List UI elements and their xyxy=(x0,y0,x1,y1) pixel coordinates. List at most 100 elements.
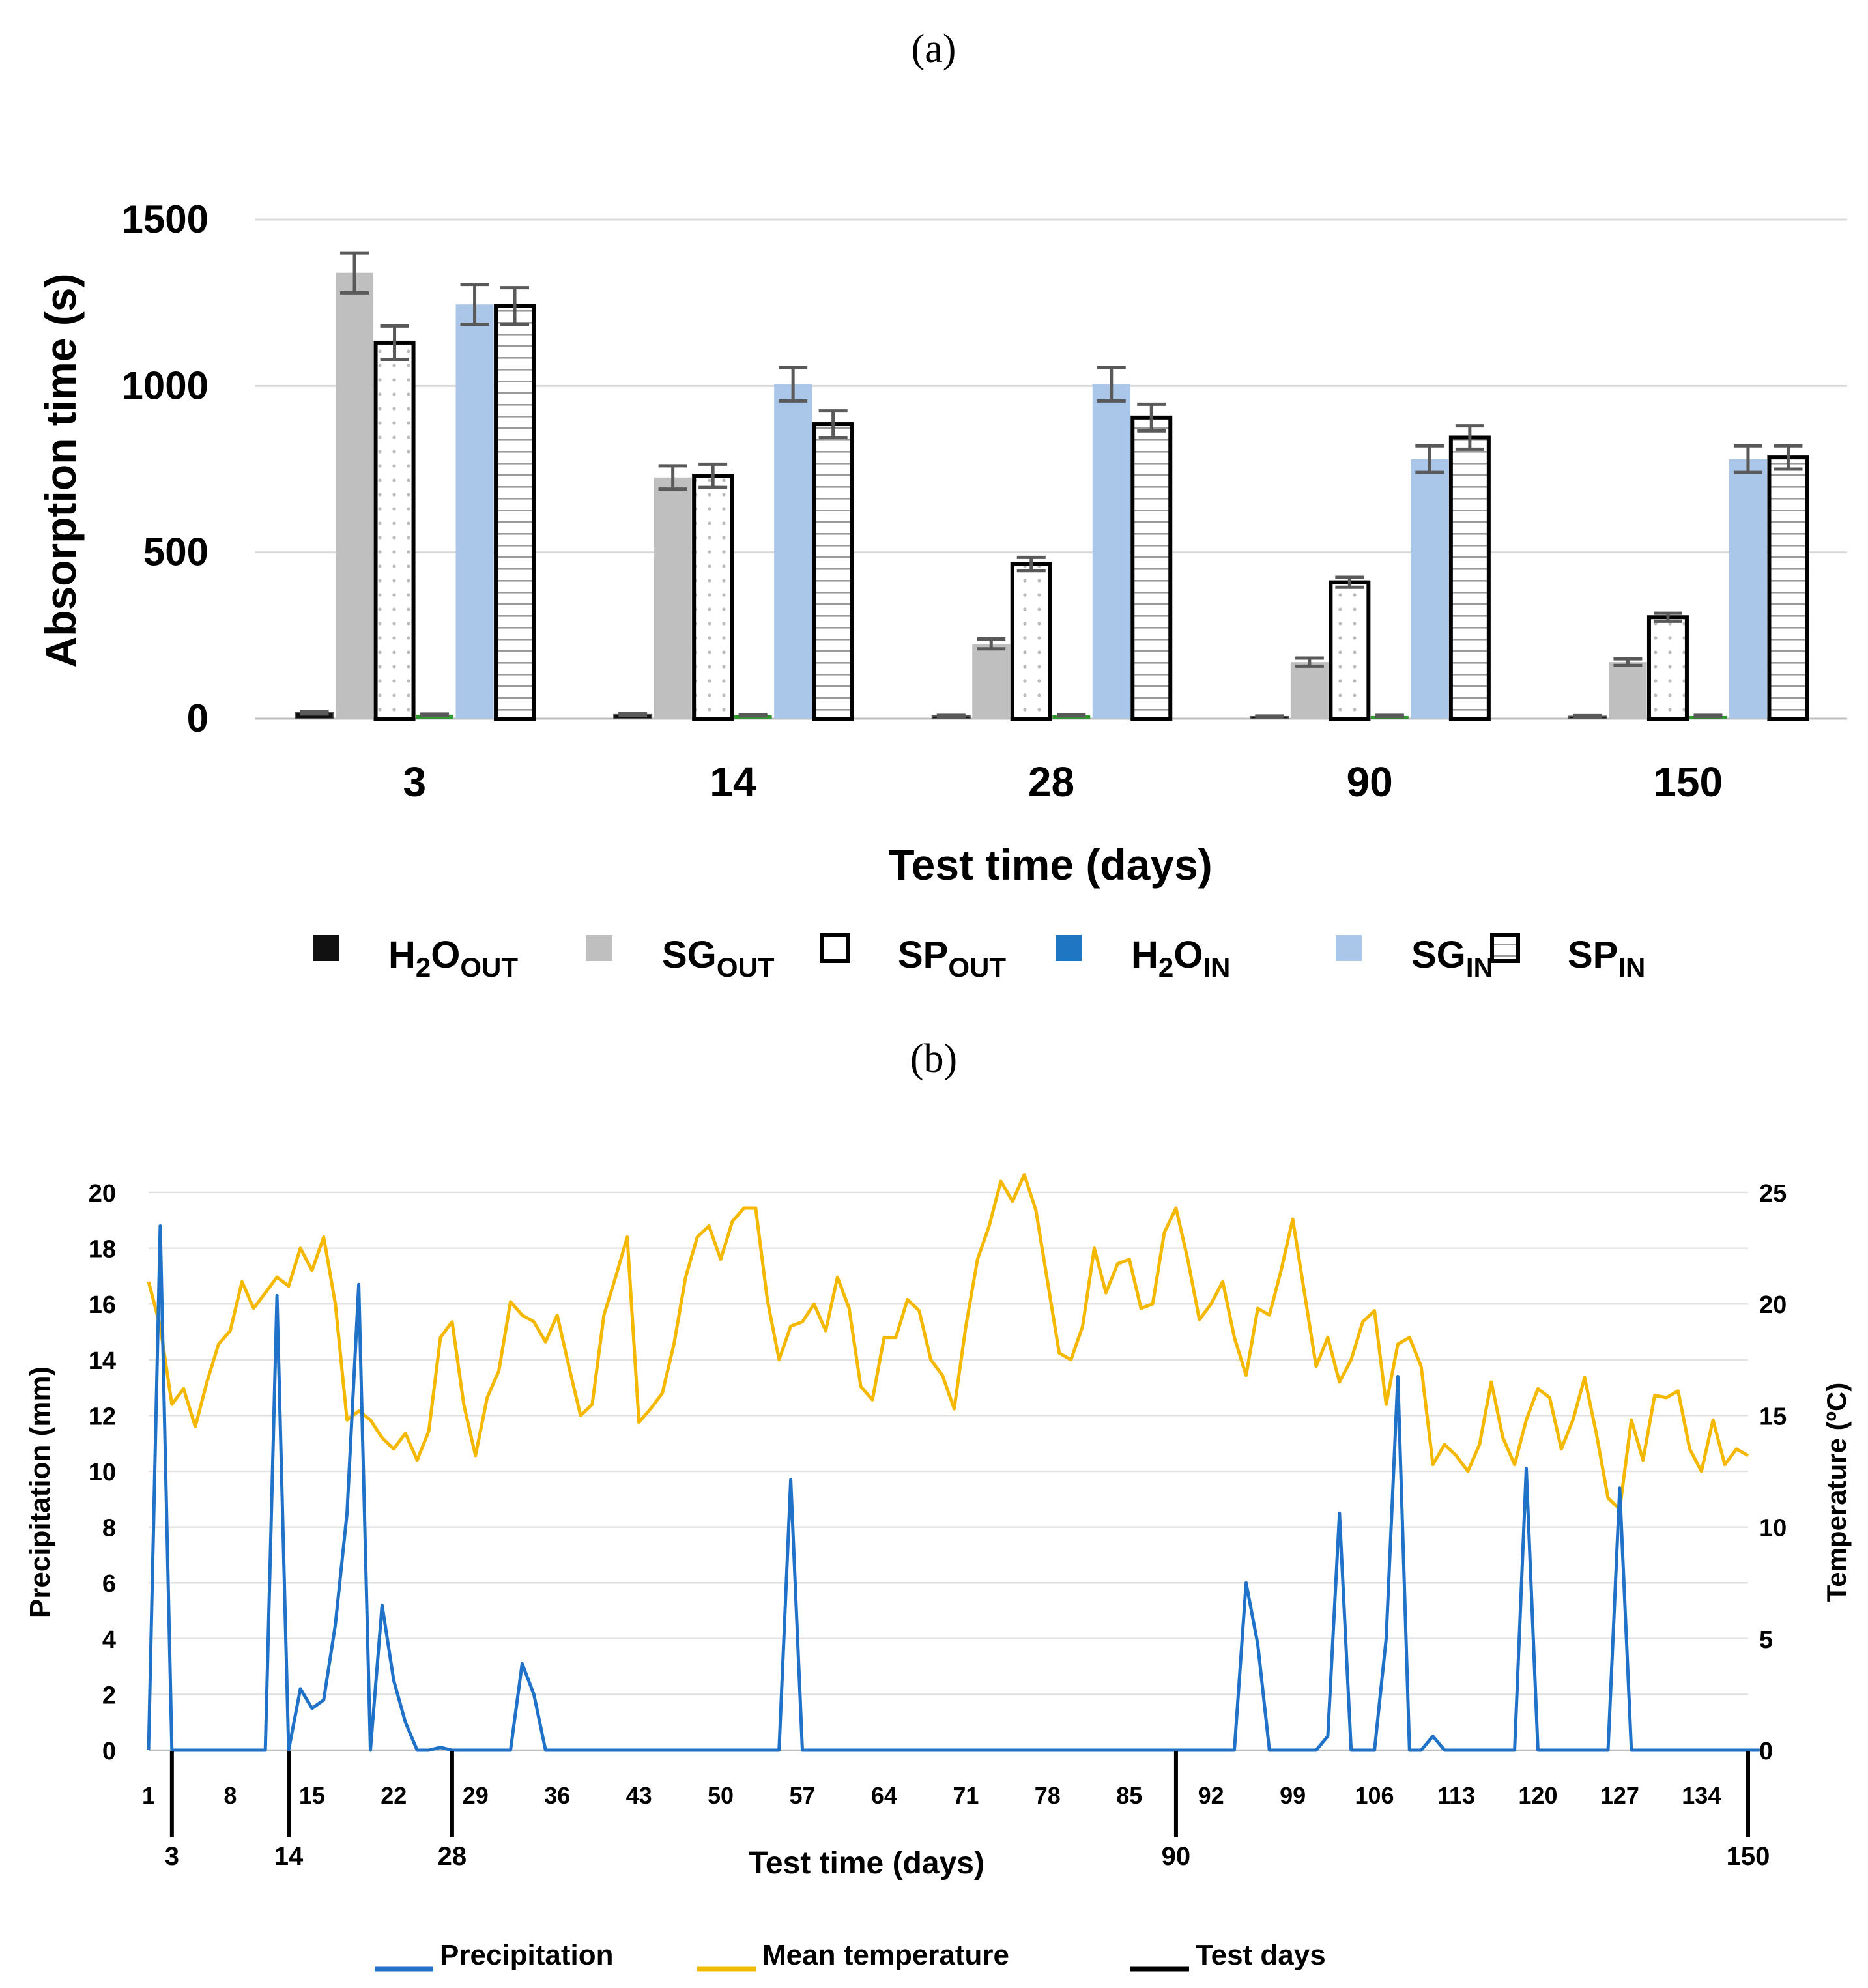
left-tick-label-12: 12 xyxy=(89,1403,116,1430)
legend-label-part: H xyxy=(1131,934,1158,976)
error-bar-H2O_IN-14 xyxy=(738,713,768,718)
error-bar-SG_OUT-90 xyxy=(1295,656,1324,668)
legend-label-SP_IN: SPIN xyxy=(1568,934,1645,983)
legend-label-part: O xyxy=(1173,934,1203,976)
error-bar-H2O_OUT-3 xyxy=(300,710,329,716)
legend-swatch-SP_OUT xyxy=(820,933,850,963)
legend-label-part: 2 xyxy=(1158,952,1173,983)
x-tick-label-92: 92 xyxy=(1198,1782,1224,1809)
legend-label-part: SG xyxy=(662,934,717,976)
x-tick-label-134: 134 xyxy=(1682,1782,1721,1809)
test-day-label-90: 90 xyxy=(1162,1842,1191,1871)
legend-entry-H2O_OUT: H2OOUT xyxy=(313,934,518,983)
bar-SP_OUT-3 xyxy=(373,340,416,721)
error-bar-H2O_IN-28 xyxy=(1057,713,1086,718)
left-tick-label-20: 20 xyxy=(89,1180,116,1207)
panel-b-y2-axis-title: Temperature (ºC) xyxy=(1821,1383,1852,1602)
legend-entry-SP_IN: SPIN xyxy=(1490,933,1645,983)
legend-label-part: OUT xyxy=(460,952,518,983)
error-bar-SG_OUT-14 xyxy=(658,464,687,491)
legend-entry-H2O_IN: H2OIN xyxy=(1056,934,1230,983)
legend-label-H2O_IN: H2OIN xyxy=(1131,934,1230,983)
legend-label-part: SP xyxy=(1568,934,1618,976)
left-tick-label-4: 4 xyxy=(102,1626,116,1654)
bar-SG_IN-28 xyxy=(1092,384,1130,719)
left-tick-label-8: 8 xyxy=(102,1515,116,1542)
bar-SG_OUT-90 xyxy=(1290,662,1329,719)
error-bar-SP_OUT-28 xyxy=(1016,555,1046,573)
legend-label-2: Test days xyxy=(1196,1939,1326,1971)
y-tick-label-1000: 1000 xyxy=(122,364,208,407)
legend-entry-mean-temperature: Mean temperature xyxy=(697,1939,1009,1972)
panel-b-gridlines xyxy=(149,1191,1748,1751)
error-bar-SG_OUT-150 xyxy=(1613,657,1643,667)
error-bar-SG_IN-14 xyxy=(779,366,808,403)
test-day-marker-3: 3 xyxy=(165,1751,179,1871)
x-tick-label-127: 127 xyxy=(1600,1782,1639,1809)
test-day-marker-28: 28 xyxy=(438,1751,467,1871)
bar-SP_OUT-150 xyxy=(1646,615,1689,721)
legend-label-part: 2 xyxy=(416,952,431,983)
test-day-markers: 3 14 28 90 150 xyxy=(165,1751,1770,1871)
x-tick-label-8: 8 xyxy=(223,1782,237,1809)
error-bar-SP_OUT-14 xyxy=(698,462,728,489)
legend-entry-test-days: Test days xyxy=(1130,1939,1326,1972)
temperature-line xyxy=(147,1173,1749,1511)
legend-label-part: OUT xyxy=(717,952,775,983)
legend-label-part: IN xyxy=(1203,952,1230,983)
x-tick-label-43: 43 xyxy=(626,1782,652,1809)
x-tick-label-36: 36 xyxy=(544,1782,570,1809)
left-tick-label-10: 10 xyxy=(89,1459,116,1486)
bar-SP_IN-150 xyxy=(1767,455,1809,721)
panel-b-y-axis-title: Precipitation (mm) xyxy=(24,1366,56,1618)
x-tick-label-57: 57 xyxy=(789,1782,815,1809)
bar-SG_OUT-150 xyxy=(1609,662,1647,719)
panel-b-right-tick-labels: 0 5 10 15 20 25 xyxy=(1759,1180,1787,1765)
error-bar-SP_OUT-3 xyxy=(380,324,409,361)
panel-b-left-tick-labels: 0 2 4 6 8 10 12 14 16 18 20 xyxy=(89,1180,116,1765)
panel-a-y-tick-labels: 0 500 1000 1500 xyxy=(122,197,208,740)
right-tick-label-15: 15 xyxy=(1759,1403,1787,1430)
error-bar-H2O_OUT-90 xyxy=(1255,714,1284,719)
panel-b-x-tick-labels: 1 8 15 22 29 36 43 50 57 64 71 78 85 92 99 106 113 120 127… xyxy=(142,1782,1721,1809)
legend-label-part: H xyxy=(388,934,416,976)
x-tick-label-85: 85 xyxy=(1116,1782,1142,1809)
x-tick-label-113: 113 xyxy=(1437,1782,1475,1809)
legend-swatch-H2O_IN xyxy=(1056,935,1082,961)
x-tick-label-1: 1 xyxy=(142,1782,155,1809)
right-tick-label-10: 10 xyxy=(1759,1515,1787,1542)
right-tick-label-0: 0 xyxy=(1759,1738,1773,1765)
test-day-label-150: 150 xyxy=(1727,1842,1770,1871)
legend-label-part: IN xyxy=(1466,952,1493,983)
panel-a-label: (a) xyxy=(912,27,956,71)
legend-entry-SG_IN: SGIN xyxy=(1336,934,1493,983)
right-tick-label-25: 25 xyxy=(1759,1180,1787,1207)
y-tick-label-1500: 1500 xyxy=(122,197,208,241)
legend-label-part: SP xyxy=(898,934,948,976)
x-tick-label-22: 22 xyxy=(381,1782,407,1809)
panel-a-x-axis-title: Test time (days) xyxy=(888,841,1213,889)
error-bar-H2O_IN-3 xyxy=(420,712,450,717)
x-tick-label-14: 14 xyxy=(710,758,756,805)
error-bar-H2O_IN-150 xyxy=(1693,713,1723,719)
legend-label-1: Mean temperature xyxy=(762,1939,1009,1971)
bar-SG_IN-3 xyxy=(455,304,494,719)
panel-a-bars xyxy=(295,272,1809,721)
bar-SP_IN-3 xyxy=(494,304,536,721)
error-bar-H2O_OUT-28 xyxy=(936,713,966,719)
x-tick-label-29: 29 xyxy=(463,1782,489,1809)
error-bar-SG_IN-3 xyxy=(460,283,489,326)
legend-entry-SG_OUT: SGOUT xyxy=(586,934,775,983)
error-bar-SP_IN-28 xyxy=(1137,402,1166,433)
bar-SP_OUT-28 xyxy=(1010,562,1052,721)
error-bar-H2O_OUT-150 xyxy=(1573,713,1602,719)
error-bar-SP_IN-90 xyxy=(1455,424,1484,451)
legend-label-SP_OUT: SPOUT xyxy=(898,934,1006,983)
panel-a-y-axis-title: Absorption time (s) xyxy=(36,274,85,668)
legend-swatch-SG_OUT xyxy=(586,935,612,961)
error-bar-H2O_IN-90 xyxy=(1375,713,1404,719)
y-tick-label-500: 500 xyxy=(143,530,208,574)
bar-SG_IN-14 xyxy=(774,384,812,719)
